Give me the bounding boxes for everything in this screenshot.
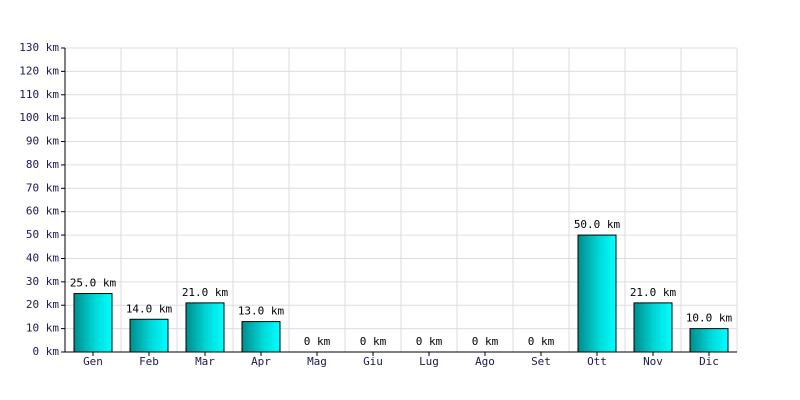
- x-tick-label: Dic: [699, 355, 719, 368]
- y-tick-label: 110 km: [19, 88, 59, 101]
- value-label: 25.0 km: [70, 277, 117, 290]
- bar: [185, 302, 225, 353]
- bar: [689, 328, 729, 353]
- y-tick-label: 90 km: [26, 135, 59, 148]
- x-tick-label: Apr: [251, 355, 271, 368]
- y-tick-label: 60 km: [26, 205, 59, 218]
- value-label: 0 km: [416, 335, 443, 348]
- y-tick-label: 70 km: [26, 181, 59, 194]
- y-tick-label: 130 km: [19, 41, 59, 54]
- x-tick-label: Ago: [475, 355, 495, 368]
- y-tick-label: 50 km: [26, 228, 59, 241]
- value-label: 13.0 km: [238, 305, 285, 318]
- bar: [129, 318, 169, 353]
- value-label: 50.0 km: [574, 218, 621, 231]
- y-tick-label: 0 km: [33, 345, 60, 358]
- y-tick-label: 80 km: [26, 158, 59, 171]
- x-tick-label: Feb: [139, 355, 159, 368]
- y-tick-label: 10 km: [26, 322, 59, 335]
- y-tick-label: 30 km: [26, 275, 59, 288]
- x-tick-label: Ott: [587, 355, 607, 368]
- y-tick-label: 100 km: [19, 111, 59, 124]
- x-tick-label: Mar: [195, 355, 215, 368]
- bar: [577, 234, 617, 353]
- x-tick-label: Gen: [83, 355, 103, 368]
- x-tick-label: Mag: [307, 355, 327, 368]
- y-tick-label: 20 km: [26, 298, 59, 311]
- value-label: 0 km: [360, 335, 387, 348]
- value-label: 21.0 km: [182, 286, 229, 299]
- value-label: 0 km: [472, 335, 499, 348]
- bar: [241, 321, 281, 353]
- value-label: 21.0 km: [630, 286, 677, 299]
- x-tick-label: Lug: [419, 355, 439, 368]
- x-tick-label: Nov: [643, 355, 663, 368]
- bar: [633, 302, 673, 353]
- value-label: 0 km: [304, 335, 331, 348]
- y-tick-label: 40 km: [26, 251, 59, 264]
- bar: [73, 293, 113, 353]
- value-label: 0 km: [528, 335, 555, 348]
- x-tick-label: Giu: [363, 355, 383, 368]
- y-tick-label: 120 km: [19, 64, 59, 77]
- value-label: 14.0 km: [126, 302, 173, 315]
- value-label: 10.0 km: [686, 312, 733, 325]
- x-tick-label: Set: [531, 355, 551, 368]
